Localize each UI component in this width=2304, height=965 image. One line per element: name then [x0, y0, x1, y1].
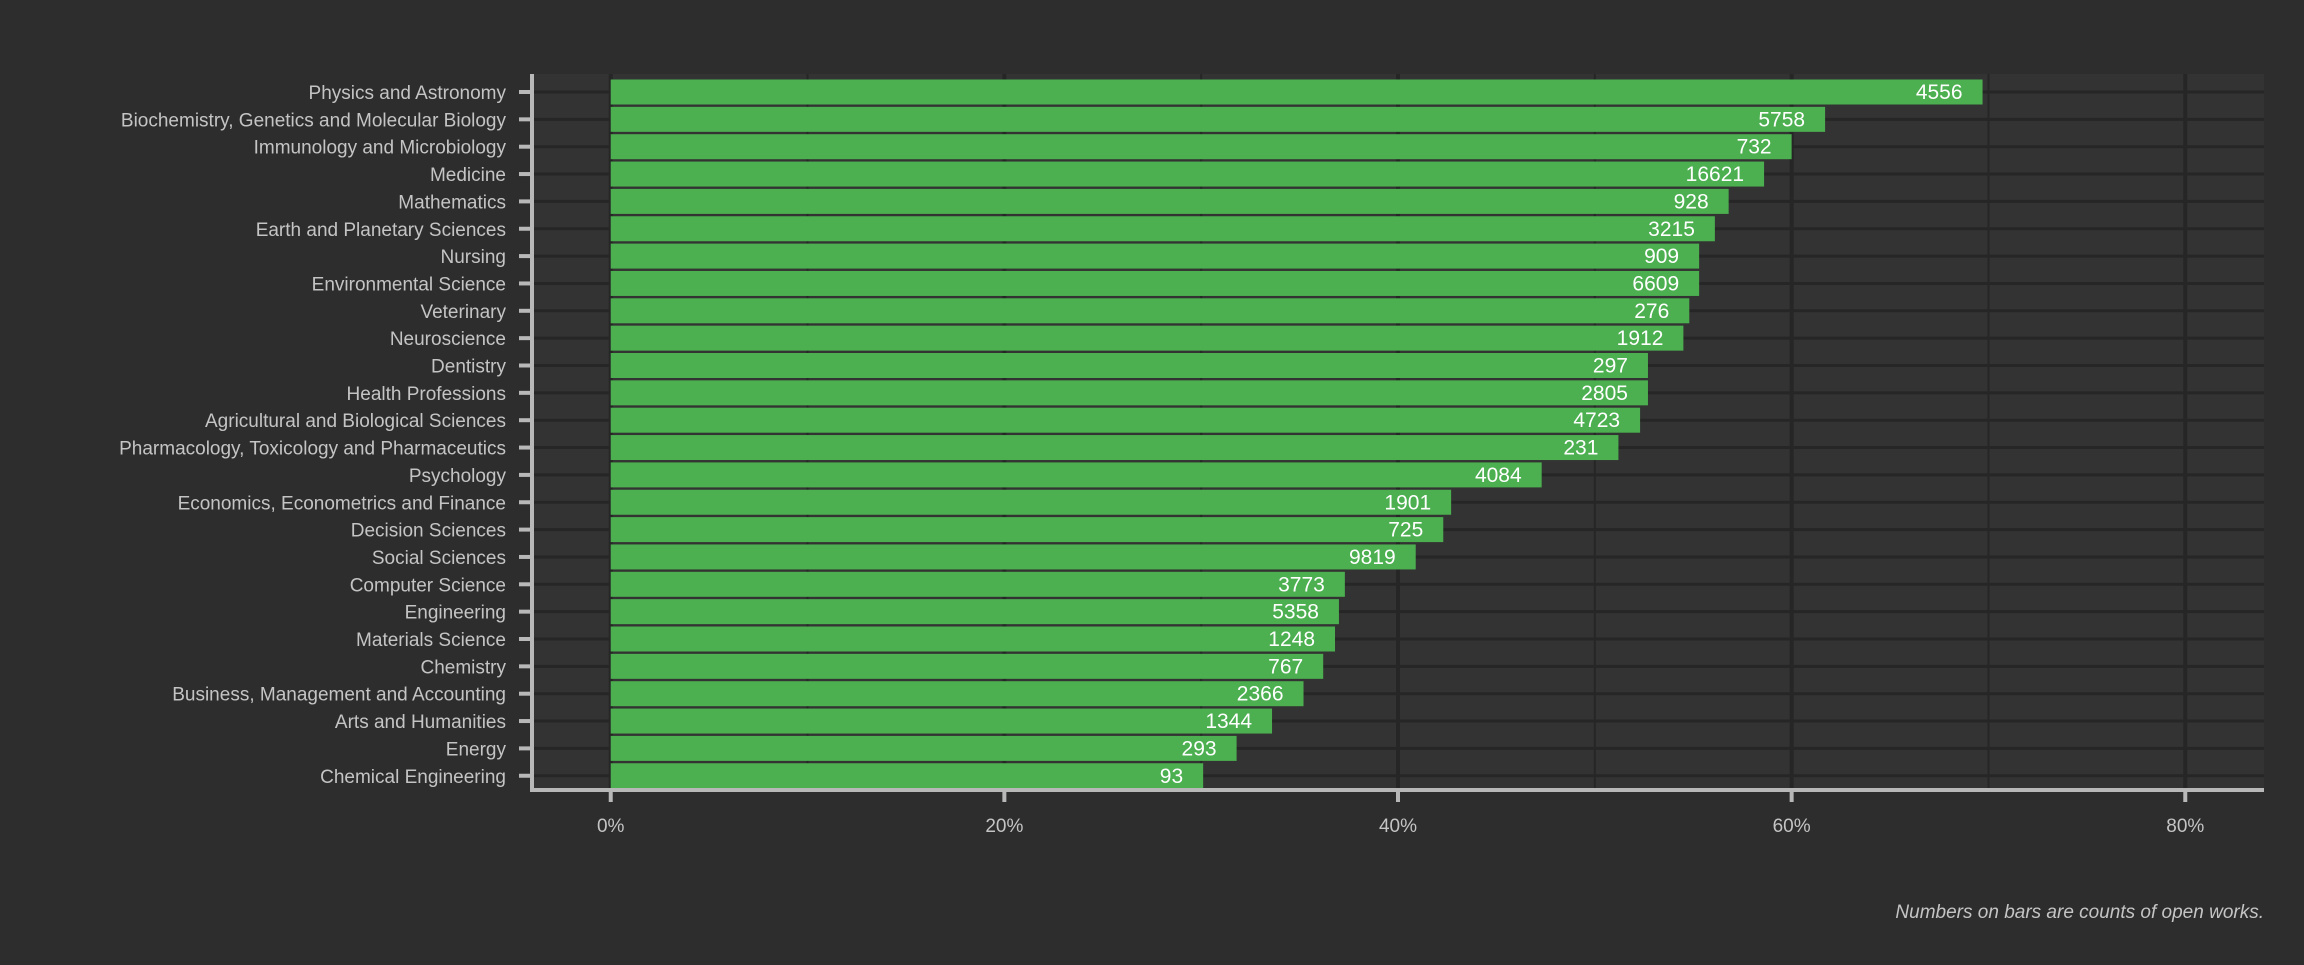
category-labels: Physics and Astronomy Biochemistry, Genet…: [119, 83, 506, 788]
bar: [610, 489, 1452, 515]
axes: [519, 74, 2264, 802]
bar-value-label: 6609: [1632, 272, 1679, 295]
x-tick-labels: 0% 20% 40% 60% 80%: [597, 816, 2204, 837]
category-label: Business, Management and Accounting: [172, 685, 506, 706]
category-label: Biochemistry, Genetics and Molecular Bio…: [121, 110, 507, 131]
bar: [610, 544, 1416, 570]
bar-value-label: 9819: [1349, 546, 1396, 569]
bar: [610, 79, 1983, 105]
bar-value-label: 767: [1268, 655, 1303, 678]
bar: [610, 325, 1684, 351]
bar: [610, 653, 1324, 679]
category-label: Materials Science: [356, 630, 506, 651]
x-tick-label: 40%: [1379, 816, 1417, 837]
bar-value-label: 1912: [1617, 327, 1664, 350]
bars: [610, 79, 1983, 789]
bar-value-label: 1344: [1205, 710, 1252, 733]
bar: [610, 298, 1690, 324]
category-label: Decision Sciences: [351, 521, 506, 542]
category-label: Medicine: [430, 165, 506, 186]
category-label: Nursing: [441, 247, 506, 268]
category-label: Chemical Engineering: [320, 767, 506, 788]
bar: [610, 571, 1345, 597]
category-label: Computer Science: [350, 575, 506, 596]
bar-value-label: 4723: [1573, 409, 1620, 432]
bar: [610, 407, 1641, 433]
bar: [610, 681, 1304, 707]
bar: [610, 216, 1715, 242]
bar-value-label: 725: [1388, 519, 1423, 542]
bar-value-label: 1901: [1384, 491, 1431, 514]
bar-value-label: 231: [1563, 437, 1598, 460]
bar-value-label: 16621: [1686, 163, 1744, 186]
bar: [610, 735, 1237, 761]
bar: [610, 763, 1204, 789]
x-tick-label: 0%: [597, 816, 625, 837]
category-label: Engineering: [405, 603, 506, 624]
category-label: Physics and Astronomy: [309, 83, 507, 104]
bar-value-label: 5358: [1272, 601, 1319, 624]
category-label: Psychology: [409, 466, 507, 487]
category-label: Mathematics: [398, 192, 506, 213]
category-label: Pharmacology, Toxicology and Pharmaceuti…: [119, 439, 506, 460]
bar-value-label: 928: [1674, 190, 1709, 213]
bar: [610, 161, 1765, 187]
bar-value-label: 5758: [1758, 108, 1805, 131]
bar-value-label: 276: [1634, 300, 1669, 323]
bar-value-label: 2366: [1237, 683, 1284, 706]
category-label: Neuroscience: [390, 329, 506, 350]
category-label: Arts and Humanities: [335, 712, 506, 733]
bar-value-label: 909: [1644, 245, 1679, 268]
chart-caption: Numbers on bars are counts of open works…: [1895, 902, 2264, 923]
bar: [610, 599, 1339, 625]
bar-value-label: 3215: [1648, 218, 1695, 241]
bar-value-label: 297: [1593, 355, 1628, 378]
bar: [610, 134, 1792, 160]
bar: [610, 353, 1648, 378]
bar: [610, 106, 1826, 132]
category-label: Veterinary: [420, 302, 506, 323]
bar-value-label: 1248: [1268, 628, 1315, 651]
x-tick-label: 80%: [2166, 816, 2204, 837]
category-label: Social Sciences: [372, 548, 506, 569]
bar-value-label: 3773: [1278, 573, 1325, 596]
bar-value-labels: 4556 5758 732 16621 928 3215 909 6609 276 1912 297…: [1160, 81, 1963, 788]
bar: [610, 188, 1729, 214]
bar-value-label: 93: [1160, 765, 1183, 788]
category-label: Immunology and Microbiology: [254, 138, 507, 159]
bar: [610, 708, 1273, 734]
bar-value-label: 732: [1737, 136, 1772, 159]
x-tick-label: 60%: [1773, 816, 1811, 837]
category-label: Economics, Econometrics and Finance: [178, 493, 506, 514]
bar-value-label: 4556: [1916, 81, 1963, 104]
bar: [610, 462, 1542, 488]
bar: [610, 270, 1700, 296]
bar-value-label: 4084: [1475, 464, 1522, 487]
bar-value-label: 293: [1182, 737, 1217, 760]
category-label: Health Professions: [347, 384, 506, 405]
category-label: Environmental Science: [312, 274, 506, 295]
bar: [610, 517, 1444, 543]
bar: [610, 380, 1648, 406]
bar: [610, 243, 1700, 269]
bar: [610, 626, 1336, 652]
category-label: Earth and Planetary Sciences: [256, 220, 506, 241]
category-label: Agricultural and Biological Sciences: [205, 411, 506, 432]
category-label: Chemistry: [420, 657, 506, 678]
bar-value-label: 2805: [1581, 382, 1628, 405]
x-tick-label: 20%: [985, 816, 1023, 837]
bar: [610, 435, 1619, 461]
category-label: Energy: [446, 739, 507, 760]
category-label: Dentistry: [431, 357, 506, 378]
